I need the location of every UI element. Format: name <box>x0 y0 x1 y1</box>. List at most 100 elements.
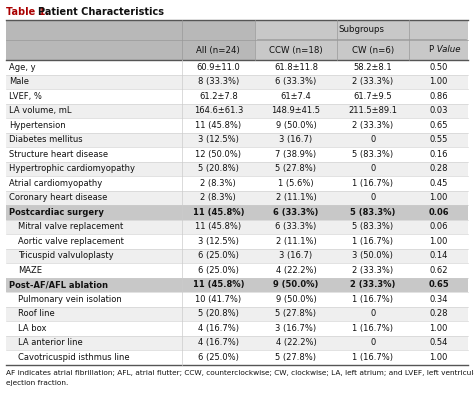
Text: 5 (83.3%): 5 (83.3%) <box>352 222 393 231</box>
Bar <box>6 234 468 248</box>
Bar <box>6 263 468 278</box>
Text: 3 (16.7%): 3 (16.7%) <box>275 324 317 333</box>
Text: 6 (25.0%): 6 (25.0%) <box>198 251 239 260</box>
Text: Value: Value <box>434 46 460 54</box>
Text: 12 (50.0%): 12 (50.0%) <box>195 150 241 159</box>
Bar <box>6 336 468 350</box>
Text: 60.9±11.0: 60.9±11.0 <box>196 63 240 72</box>
Text: 0.65: 0.65 <box>428 280 449 289</box>
Text: 5 (20.8%): 5 (20.8%) <box>198 164 239 173</box>
Text: 2 (33.3%): 2 (33.3%) <box>352 266 393 275</box>
Text: 1.00: 1.00 <box>429 77 448 86</box>
Text: 0.16: 0.16 <box>429 150 448 159</box>
Text: 9 (50.0%): 9 (50.0%) <box>275 121 316 130</box>
Text: Roof line: Roof line <box>18 309 55 318</box>
Text: 211.5±89.1: 211.5±89.1 <box>348 106 397 115</box>
Text: 0.55: 0.55 <box>429 135 448 144</box>
Text: 3 (12.5%): 3 (12.5%) <box>198 135 239 144</box>
Text: 6 (25.0%): 6 (25.0%) <box>198 353 239 362</box>
Text: Diabetes mellitus: Diabetes mellitus <box>9 135 82 144</box>
Text: Atrial cardiomyopathy: Atrial cardiomyopathy <box>9 179 102 188</box>
Bar <box>6 219 468 234</box>
Text: 9 (50.0%): 9 (50.0%) <box>273 280 319 289</box>
Text: 3 (16.7): 3 (16.7) <box>279 251 312 260</box>
Text: 11 (45.8%): 11 (45.8%) <box>192 208 244 217</box>
Text: 0.50: 0.50 <box>429 63 448 72</box>
Text: 3 (50.0%): 3 (50.0%) <box>353 251 393 260</box>
Text: Table 1.: Table 1. <box>6 7 49 17</box>
Text: LVEF, %: LVEF, % <box>9 92 42 101</box>
Text: 2 (11.1%): 2 (11.1%) <box>275 237 316 246</box>
Text: LA anterior line: LA anterior line <box>18 338 83 347</box>
Bar <box>6 20 468 40</box>
Text: Postcardiac surgery: Postcardiac surgery <box>9 208 104 217</box>
Bar <box>6 104 468 118</box>
Text: Subgroups: Subgroups <box>338 25 384 35</box>
Text: Pulmonary vein isolation: Pulmonary vein isolation <box>18 295 122 304</box>
Text: 6 (33.3%): 6 (33.3%) <box>273 208 319 217</box>
Text: 2 (33.3%): 2 (33.3%) <box>352 77 393 86</box>
Text: Tricuspid valvuloplasty: Tricuspid valvuloplasty <box>18 251 114 260</box>
Text: 5 (27.8%): 5 (27.8%) <box>275 164 316 173</box>
Text: 7 (38.9%): 7 (38.9%) <box>275 150 317 159</box>
Text: Age, y: Age, y <box>9 63 36 72</box>
Text: 9 (50.0%): 9 (50.0%) <box>275 295 316 304</box>
Text: 1.00: 1.00 <box>429 193 448 202</box>
Text: 0: 0 <box>370 309 375 318</box>
Text: 5 (83.3%): 5 (83.3%) <box>352 150 393 159</box>
Text: 58.2±8.1: 58.2±8.1 <box>354 63 392 72</box>
Bar <box>6 321 468 336</box>
Text: ejection fraction.: ejection fraction. <box>6 380 68 387</box>
Text: 4 (16.7%): 4 (16.7%) <box>198 324 239 333</box>
Bar <box>6 89 468 104</box>
Text: 61±7.4: 61±7.4 <box>281 92 311 101</box>
Text: CW (n=6): CW (n=6) <box>352 46 394 54</box>
Text: 0.54: 0.54 <box>429 338 448 347</box>
Bar <box>6 60 468 74</box>
Text: 61.2±7.8: 61.2±7.8 <box>199 92 237 101</box>
Text: 0.14: 0.14 <box>429 251 448 260</box>
Text: 0.45: 0.45 <box>429 179 448 188</box>
Text: 0.03: 0.03 <box>429 106 448 115</box>
Text: 6 (33.3%): 6 (33.3%) <box>275 222 317 231</box>
Text: Patient Characteristics: Patient Characteristics <box>38 7 164 17</box>
Text: Mitral valve replacement: Mitral valve replacement <box>18 222 123 231</box>
Text: MAZE: MAZE <box>18 266 42 275</box>
Text: 0: 0 <box>370 193 375 202</box>
Text: 10 (41.7%): 10 (41.7%) <box>195 295 241 304</box>
Text: Hypertension: Hypertension <box>9 121 65 130</box>
Text: 0: 0 <box>370 135 375 144</box>
Text: 1 (16.7%): 1 (16.7%) <box>352 179 393 188</box>
Text: 164.6±61.3: 164.6±61.3 <box>193 106 243 115</box>
Text: 61.8±11.8: 61.8±11.8 <box>274 63 318 72</box>
Text: 61.7±9.5: 61.7±9.5 <box>354 92 392 101</box>
Bar <box>6 205 468 219</box>
Text: 148.9±41.5: 148.9±41.5 <box>272 106 320 115</box>
Text: 1 (5.6%): 1 (5.6%) <box>278 179 314 188</box>
Text: 3 (12.5%): 3 (12.5%) <box>198 237 239 246</box>
Text: Cavotricuspid isthmus line: Cavotricuspid isthmus line <box>18 353 129 362</box>
Text: 2 (33.3%): 2 (33.3%) <box>350 280 396 289</box>
Text: All (n=24): All (n=24) <box>196 46 240 54</box>
Text: 2 (11.1%): 2 (11.1%) <box>275 193 316 202</box>
Text: 4 (22.2%): 4 (22.2%) <box>275 266 316 275</box>
Text: 6 (33.3%): 6 (33.3%) <box>275 77 317 86</box>
Text: 2 (33.3%): 2 (33.3%) <box>352 121 393 130</box>
Text: 1.00: 1.00 <box>429 324 448 333</box>
Text: 0.65: 0.65 <box>429 121 448 130</box>
Text: 4 (16.7%): 4 (16.7%) <box>198 338 239 347</box>
Text: Coronary heart disease: Coronary heart disease <box>9 193 108 202</box>
Text: 1 (16.7%): 1 (16.7%) <box>352 353 393 362</box>
Bar <box>6 191 468 205</box>
Text: 0.62: 0.62 <box>429 266 448 275</box>
Bar <box>6 248 468 263</box>
Bar <box>6 147 468 161</box>
Bar <box>6 40 468 60</box>
Text: 5 (83.3%): 5 (83.3%) <box>350 208 396 217</box>
Text: 1.00: 1.00 <box>429 353 448 362</box>
Text: 1 (16.7%): 1 (16.7%) <box>352 324 393 333</box>
Text: 11 (45.8%): 11 (45.8%) <box>192 280 244 289</box>
Text: Male: Male <box>9 77 29 86</box>
Text: 0.86: 0.86 <box>429 92 448 101</box>
Text: Post-AF/AFL ablation: Post-AF/AFL ablation <box>9 280 108 289</box>
